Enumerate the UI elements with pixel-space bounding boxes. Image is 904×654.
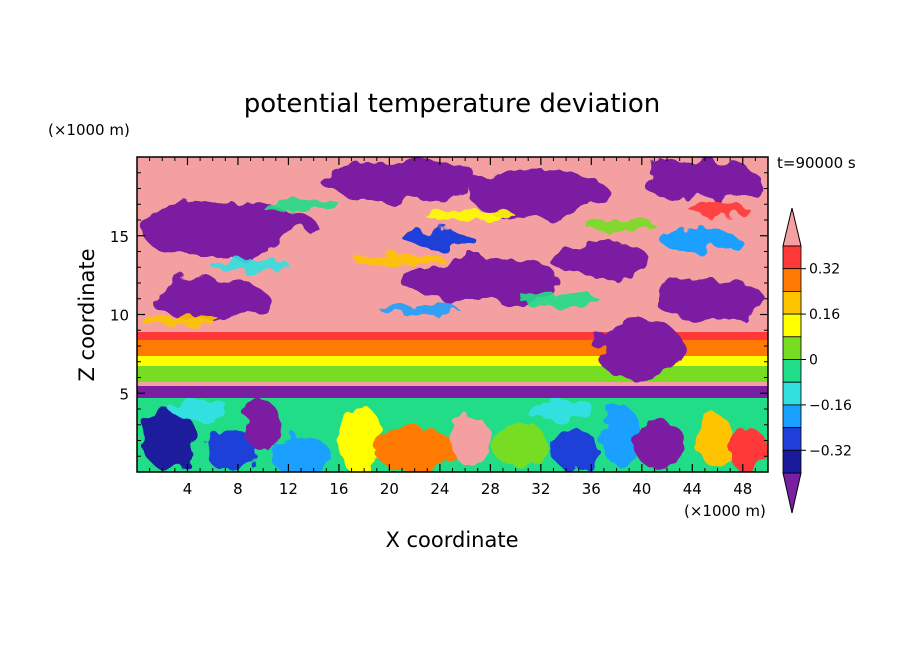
colorbar-bin <box>782 427 802 451</box>
chart-title: potential temperature deviation <box>244 89 660 119</box>
colorbar-bin <box>782 381 802 406</box>
upper-layer-fronts <box>140 199 750 325</box>
contour-field <box>137 157 768 472</box>
time-label: t=90000 s <box>777 154 856 172</box>
colorbar: 0.32 0.16 0 −0.16 −0.32 <box>782 207 852 514</box>
colorbar-bin <box>782 245 802 270</box>
y-tick-label: 10 <box>110 307 129 325</box>
x-tick-label: 12 <box>279 480 298 498</box>
y-axis-label: Z coordinate <box>75 248 99 381</box>
upper-layer-cells <box>140 158 765 380</box>
colorbar-bin <box>782 449 802 474</box>
x-axis: 4 8 12 16 20 24 28 32 36 40 44 48 <box>149 157 756 498</box>
x-unit-label: (×1000 m) <box>684 502 766 520</box>
colorbar-tick-label: −0.32 <box>809 443 852 459</box>
colorbar-bin <box>782 404 802 428</box>
x-tick-label: 8 <box>233 480 243 498</box>
y-tick-label: 5 <box>119 385 129 403</box>
x-tick-label: 44 <box>683 480 702 498</box>
colorbar-tick-label: 0 <box>809 353 818 369</box>
y-tick-label: 15 <box>110 228 129 246</box>
x-tick-label: 32 <box>531 480 550 498</box>
x-tick-label: 16 <box>329 480 348 498</box>
colorbar-bin <box>782 290 802 315</box>
x-tick-label: 24 <box>430 480 449 498</box>
x-tick-label: 20 <box>380 480 399 498</box>
colorbar-tick-label: 0.16 <box>809 307 840 323</box>
y-axis: 5 10 15 <box>110 172 768 457</box>
x-tick-label: 36 <box>582 480 601 498</box>
x-tick-label: 40 <box>632 480 651 498</box>
colorbar-bin <box>782 313 802 338</box>
colorbar-bin <box>782 336 802 360</box>
colorbar-bin <box>782 359 802 383</box>
colorbar-top-extension <box>782 207 802 247</box>
x-axis-label: X coordinate <box>385 528 518 552</box>
colorbar-bottom-extension <box>782 472 802 514</box>
colorbar-bin <box>782 268 802 292</box>
x-tick-label: 4 <box>183 480 193 498</box>
y-unit-label: (×1000 m) <box>48 121 130 139</box>
lower-layer-cells <box>142 400 768 472</box>
colorbar-tick-label: 0.32 <box>809 262 840 278</box>
x-tick-label: 48 <box>733 480 752 498</box>
x-tick-label: 28 <box>481 480 500 498</box>
colorbar-tick-label: −0.16 <box>809 398 852 414</box>
